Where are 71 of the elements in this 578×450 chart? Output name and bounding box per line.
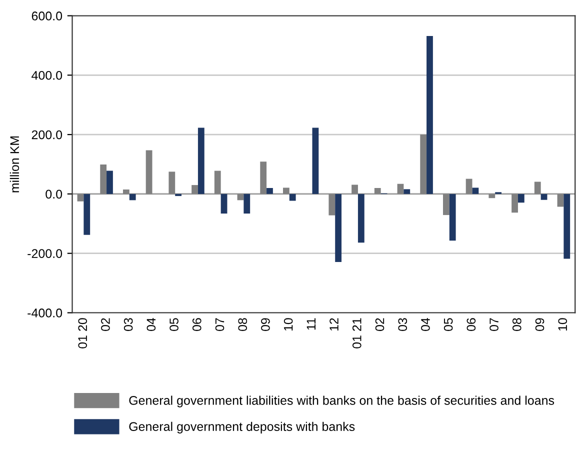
- y-tick-label: 200.0: [32, 130, 62, 140]
- x-tick-label: 01 21: [352, 318, 362, 348]
- bar: [146, 150, 152, 194]
- y-tick-label: -400.0: [28, 308, 62, 318]
- legend-label: General government deposits with banks: [129, 422, 355, 434]
- bar: [100, 164, 107, 194]
- x-tick-label: 12: [330, 318, 338, 331]
- x-tick-label: 03: [124, 318, 133, 332]
- y-axis-title: million KM: [10, 136, 20, 192]
- bar: [214, 170, 221, 194]
- bar: [397, 184, 404, 194]
- x-tick-label: 10: [558, 318, 568, 331]
- bar: [220, 194, 228, 214]
- bar: [518, 194, 524, 203]
- bar: [328, 194, 336, 216]
- x-tick-label: 04: [421, 318, 430, 332]
- bar: [534, 182, 541, 194]
- x-tick-label: 05: [170, 318, 178, 332]
- x-tick-label: 05: [444, 318, 453, 332]
- bar: [420, 134, 427, 194]
- bar: [472, 188, 479, 194]
- bar: [466, 178, 472, 194]
- x-tick-label: 10: [284, 318, 293, 331]
- x-tick-label: 03: [398, 318, 408, 332]
- x-tick-label: 01 20: [78, 318, 88, 348]
- x-tick-label: 07: [215, 318, 224, 332]
- bar: [77, 194, 84, 202]
- bar: [106, 170, 113, 194]
- x-tick-label: 09: [535, 318, 544, 332]
- bar: [282, 188, 290, 194]
- x-tick-label: 07: [490, 318, 498, 332]
- bar: [564, 194, 570, 259]
- x-tick-label: 06: [192, 318, 202, 332]
- bar: [358, 194, 364, 243]
- legend-label: General government liabilities with banks on the basis of securities and loans: [129, 396, 554, 408]
- y-tick-label: 0.0: [46, 190, 62, 199]
- bar: [198, 128, 204, 194]
- x-tick-label: 02: [375, 318, 384, 332]
- bar: [244, 194, 250, 214]
- x-tick-label: 11: [306, 318, 316, 330]
- bar: [129, 194, 136, 200]
- bar: [192, 185, 198, 194]
- x-tick-label: 08: [238, 318, 248, 332]
- bar: [374, 188, 381, 194]
- bar: [289, 194, 296, 201]
- bar: [175, 194, 182, 196]
- bar: [404, 189, 410, 194]
- x-tick-label: 04: [146, 318, 156, 332]
- bar: [512, 194, 518, 213]
- bar: [352, 184, 358, 194]
- y-tick-label: 400.0: [32, 70, 62, 80]
- x-tick-label: 09: [261, 318, 270, 332]
- y-tick-label: 600.0: [32, 12, 62, 20]
- x-tick-label: 08: [512, 318, 522, 332]
- bar: [237, 194, 244, 200]
- bar: [442, 194, 450, 216]
- bar: [260, 162, 267, 194]
- bar: [449, 194, 456, 241]
- bar: [312, 128, 319, 194]
- bar: [557, 194, 564, 207]
- bar: [488, 194, 496, 198]
- x-tick-label: 02: [101, 318, 110, 332]
- bar: [540, 194, 548, 200]
- bar: [266, 188, 273, 194]
- bar: [84, 194, 90, 235]
- x-tick-label: 06: [466, 318, 476, 332]
- bar: [426, 36, 433, 194]
- y-tick-label: -200.0: [28, 249, 62, 258]
- bar: [168, 172, 176, 194]
- bar: [335, 194, 342, 262]
- bar: [122, 189, 130, 194]
